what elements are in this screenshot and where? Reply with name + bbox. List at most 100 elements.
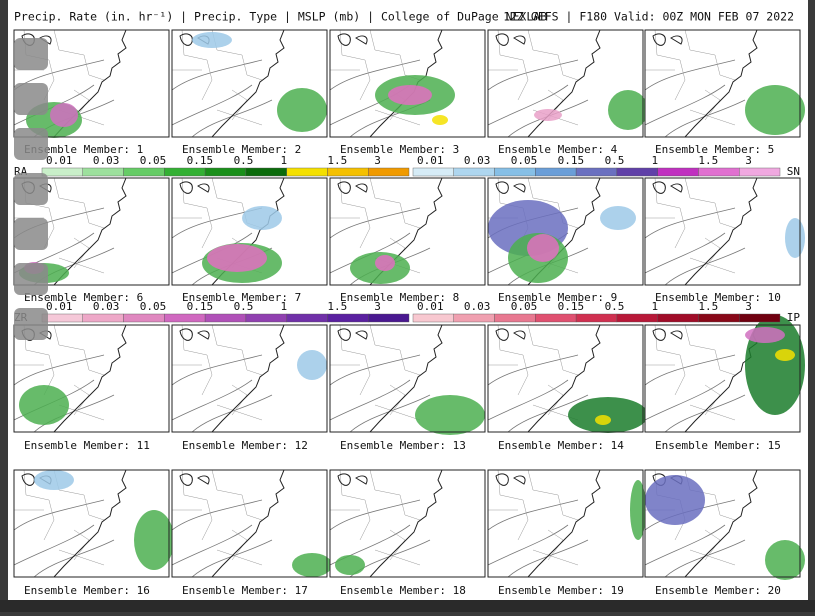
panel-label: Ensemble Member: 13 — [340, 439, 466, 452]
precip-type-label: IP — [787, 311, 801, 324]
share-button[interactable] — [14, 263, 48, 295]
panel-border — [13, 469, 170, 578]
map-panel — [329, 177, 486, 286]
colorbar-tick-label: 0.01 — [417, 154, 444, 167]
colorbar-segment — [616, 167, 658, 177]
map-panel — [644, 469, 805, 580]
colorbar-tick-label: 0.5 — [605, 300, 625, 313]
panel-border — [13, 29, 170, 138]
colorbar-segment — [739, 167, 781, 177]
panel-border — [644, 469, 801, 578]
panel-label: Ensemble Member: 8 — [340, 291, 459, 304]
colorbar-tick-label: 0.5 — [605, 154, 625, 167]
colorbar-segment — [123, 167, 165, 177]
precip-area — [335, 555, 365, 575]
colorbar-segment — [657, 167, 699, 177]
map-panel — [644, 29, 805, 138]
precip-area — [765, 540, 805, 580]
precip-area — [630, 480, 646, 540]
base-map — [488, 470, 643, 577]
colorbar-tick-label: 0.01 — [46, 154, 73, 167]
colorbar-segment — [286, 313, 328, 323]
precip-area — [19, 385, 69, 425]
colorbar-tick-label: 0.01 — [417, 300, 444, 313]
tool-button[interactable] — [14, 38, 48, 70]
colorbar-segment — [575, 167, 618, 177]
colorbar-segment — [204, 313, 247, 323]
colorbar-tick-label: 0.05 — [511, 300, 538, 313]
panel-label: Ensemble Member: 7 — [182, 291, 301, 304]
colorbar-tick-label: 0.15 — [558, 154, 585, 167]
colorbar-segment — [575, 313, 618, 323]
download-button[interactable] — [14, 308, 48, 340]
colorbar-segment — [616, 313, 658, 323]
colorbar-segment — [327, 167, 369, 177]
panel-label: Ensemble Member: 5 — [655, 143, 774, 156]
colorbar-segment — [164, 167, 206, 177]
panel-border — [171, 29, 328, 138]
precip-area — [600, 206, 636, 230]
panel-border — [487, 177, 644, 286]
precip-area — [775, 349, 795, 361]
colorbar-segment — [164, 313, 206, 323]
map-panel — [329, 29, 486, 138]
colorbar-tick-label: 0.05 — [511, 154, 538, 167]
precip-area — [745, 85, 805, 135]
colorbar-segment — [204, 167, 247, 177]
precip-area — [34, 470, 74, 490]
settings-button[interactable] — [14, 83, 48, 115]
map-panel — [329, 469, 486, 578]
colorbar-tick-label: 1.5 — [327, 300, 347, 313]
colorbar-tick-label: 1.5 — [698, 154, 718, 167]
panel-label: Ensemble Member: 4 — [498, 143, 618, 156]
panel-label: Ensemble Member: 9 — [498, 291, 617, 304]
precip-area — [277, 88, 327, 132]
info-button[interactable] — [14, 218, 48, 250]
colorbar-tick-label: 0.01 — [46, 300, 73, 313]
map-panel — [171, 324, 328, 433]
colorbar-segment — [245, 167, 287, 177]
colorbar-segment — [698, 167, 740, 177]
colorbar-tick-label: 0.03 — [464, 300, 491, 313]
colorbar-segment — [41, 167, 83, 177]
panel-border — [644, 177, 801, 286]
panel-label: Ensemble Member: 18 — [340, 584, 466, 597]
help-button[interactable] — [14, 173, 48, 205]
precip-area — [645, 475, 705, 525]
precip-area — [527, 234, 559, 262]
panel-label: Ensemble Member: 15 — [655, 439, 781, 452]
map-panel — [487, 324, 648, 433]
map-panel — [13, 469, 174, 578]
colorbar-segment — [535, 167, 577, 177]
precip-area — [415, 395, 485, 435]
map-panel — [171, 29, 328, 138]
panel-label: Ensemble Member: 20 — [655, 584, 781, 597]
panel-label: Ensemble Member: 1 — [24, 143, 143, 156]
panel-border — [329, 469, 486, 578]
panel-border — [329, 29, 486, 138]
panel-label: Ensemble Member: 16 — [24, 584, 150, 597]
colorbar-segment — [368, 313, 410, 323]
tool-button[interactable] — [14, 128, 48, 160]
colorbar-tick-label: 3 — [374, 300, 381, 313]
map-panel — [171, 177, 328, 286]
colorbar-tick-label: 0.05 — [140, 154, 167, 167]
panel-border — [13, 324, 170, 433]
panel-grid: Ensemble Member: 1 Ensemble Member: 2 Ense… — [13, 29, 805, 597]
panel-label: Ensemble Member: 2 — [182, 143, 301, 156]
colorbar-tick-label: 1.5 — [698, 300, 718, 313]
panel-border — [329, 177, 486, 286]
colorbar-tick-label: 0.05 — [140, 300, 167, 313]
colorbar-segment — [82, 313, 124, 323]
precip-area — [432, 115, 448, 125]
header-title: Precip. Rate (in. hr⁻¹) | Precip. Type |… — [14, 10, 547, 24]
map-panel — [487, 29, 648, 138]
panel-border — [487, 29, 644, 138]
colorbar-segment — [412, 313, 454, 323]
panel-label: Ensemble Member: 10 — [655, 291, 781, 304]
precip-area — [595, 415, 611, 425]
colorbar-tick-label: 3 — [745, 154, 752, 167]
colorbar-segment — [453, 313, 495, 323]
colorbar-tick-label: 0.03 — [464, 154, 491, 167]
